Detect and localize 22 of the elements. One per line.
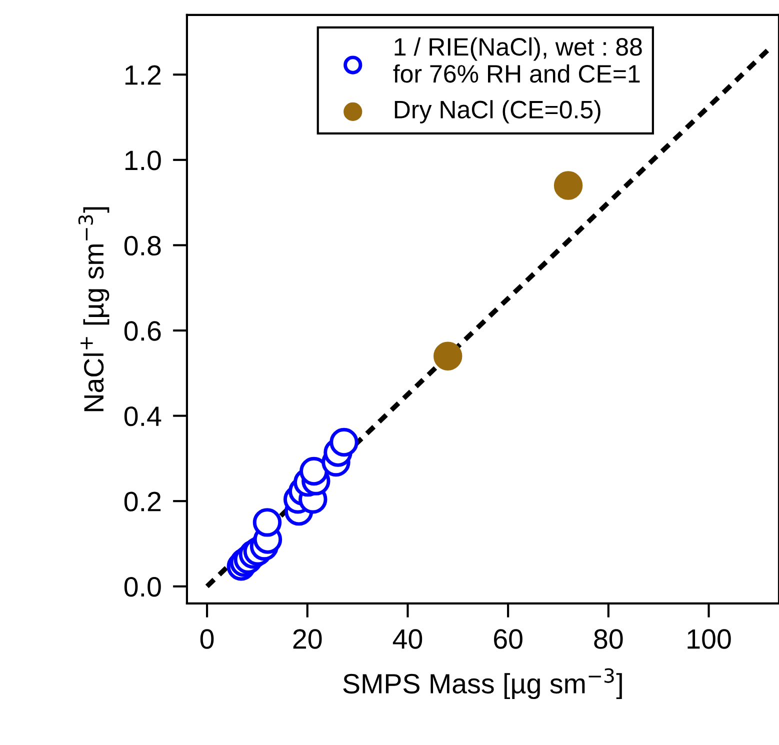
point — [330, 428, 358, 457]
x-tick-label: 40 — [392, 629, 422, 649]
x-tick-label: 0 — [200, 629, 214, 649]
x-axis-title: SMPS Mass [µg sm$^{−3}$] — [343, 668, 622, 700]
y-tick-label: 0.0 — [124, 577, 161, 597]
y-tick-label: 1.2 — [125, 65, 161, 85]
point — [434, 342, 462, 370]
y-tick-label: 0.8 — [124, 236, 161, 256]
point — [300, 456, 328, 486]
y-tick-label: 0.2 — [124, 492, 161, 512]
point — [252, 508, 282, 537]
x-tick-label: 20 — [293, 629, 322, 649]
y-axis-title: NaCl$^{+}$ [µg sm$^{−3}$] — [78, 207, 110, 412]
x-tick-label: 100 — [688, 629, 731, 649]
legend-label: Dry NaCl (CE=0.5) — [394, 100, 600, 124]
point — [554, 171, 583, 200]
x-tick-label: 80 — [594, 629, 623, 649]
legend-label: 1 / RIE(NaCl), wet : 88 for 76% RH and CE=1 — [393, 37, 642, 83]
y-tick-label: 0.4 — [124, 406, 162, 426]
y-tick-label: 1.0 — [125, 150, 161, 170]
y-tick-label: 0.6 — [124, 321, 161, 341]
x-tick-label: 60 — [494, 629, 522, 649]
